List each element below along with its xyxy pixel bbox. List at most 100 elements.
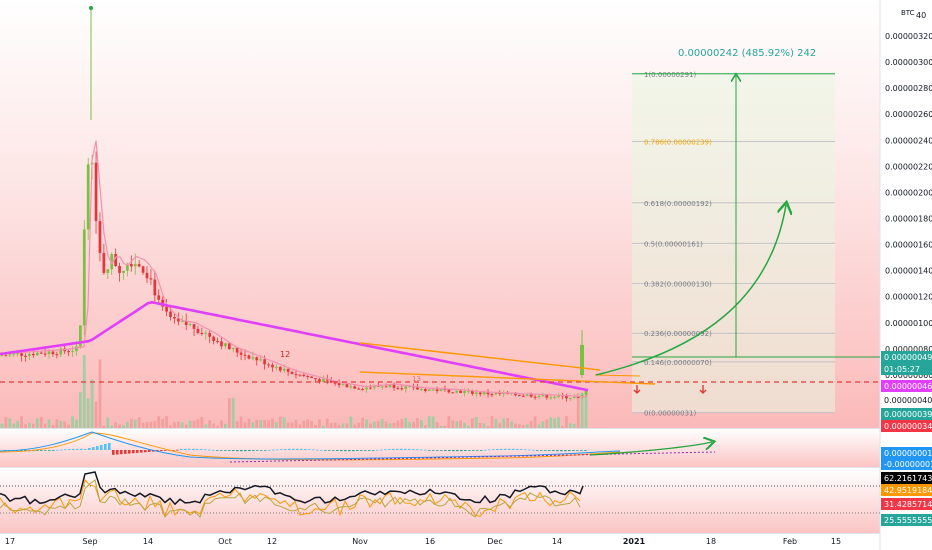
down-arrow <box>699 385 707 394</box>
candle-body <box>71 351 74 353</box>
candle-body <box>282 368 286 371</box>
volume-bar <box>90 379 94 428</box>
volume-bar <box>129 418 133 428</box>
macd-histogram-bar <box>396 448 399 450</box>
rsi-tag-label: 42.95191841 <box>884 486 932 495</box>
volume-bar <box>533 416 537 428</box>
candle-body <box>157 295 161 300</box>
volume-bar <box>557 417 560 428</box>
macd-histogram-bar <box>440 450 443 451</box>
candle-body <box>247 355 251 359</box>
macd-histogram-bar <box>384 449 387 451</box>
macd-histogram-bar <box>244 450 247 452</box>
candle-body <box>525 394 529 396</box>
macd-histogram-bar <box>308 449 311 450</box>
macd-histogram-bar <box>420 449 423 451</box>
fib-level-label: 0.382(0.00000130) <box>644 281 712 289</box>
macd-histogram-bar <box>540 450 543 451</box>
candle-body <box>365 387 368 390</box>
fib-retracement[interactable]: 1(0.00000291) 0.786(0.00000239) 0.618(0.00… <box>632 71 835 418</box>
candle-body <box>208 332 212 337</box>
x-tick-label: 18 <box>706 537 716 546</box>
volume-bar <box>274 422 278 428</box>
macd-histogram-bar <box>4 450 7 451</box>
volume-bar <box>490 416 494 428</box>
volume-bar <box>122 425 125 428</box>
macd-histogram-bar <box>116 450 119 455</box>
volume-bar <box>416 418 419 428</box>
volume-bar <box>169 425 172 428</box>
y-tick-label: 0.00000300 <box>885 58 932 67</box>
volume-bar <box>333 422 337 428</box>
macd-histogram-bar <box>248 450 251 452</box>
volume-bar <box>118 424 121 428</box>
volume-bar <box>341 423 345 428</box>
candle-body <box>278 366 282 371</box>
macd-histogram-bar <box>100 445 103 450</box>
volume-bar <box>467 425 470 428</box>
price-axis[interactable]: 0.00000320 0.00000300 0.00000280 0.00000260… <box>881 32 932 526</box>
macd-histogram-bar <box>36 450 39 452</box>
x-tick-label: 14 <box>552 537 562 546</box>
volume-bar <box>239 416 243 428</box>
macd-histogram-bar <box>48 450 51 451</box>
candle-body <box>51 351 55 355</box>
volume-bar <box>553 418 557 428</box>
price-tag <box>881 380 932 392</box>
volume-bar <box>196 419 200 428</box>
candle-body <box>455 390 459 393</box>
candle-body <box>400 388 404 390</box>
time-axis[interactable]: 17 Sep 14 Oct 12 Nov 16 Dec 14 2021 18 Feb 15 <box>5 537 841 546</box>
macd-histogram-bar <box>148 450 151 452</box>
candle-body <box>325 379 329 381</box>
macd-histogram-bar <box>468 450 471 451</box>
macd-histogram-bar <box>416 449 419 451</box>
volume-bar <box>470 418 474 428</box>
macd-line <box>0 431 621 460</box>
candle-body <box>67 351 70 353</box>
macd-histogram-bar <box>360 450 363 451</box>
macd-histogram-bar <box>232 450 235 452</box>
macd-histogram-bar <box>76 448 79 450</box>
macd-histogram-bar <box>432 450 435 451</box>
candle-body <box>259 359 263 361</box>
candle-body <box>486 392 490 395</box>
macd-histogram-bar <box>544 450 547 451</box>
candle-body <box>333 382 337 384</box>
drawings[interactable]: 12 13 <box>0 74 880 394</box>
candle-body <box>55 354 59 356</box>
x-tick-label: Oct <box>218 537 232 546</box>
rsi-tag <box>881 472 932 484</box>
macd-histogram-bar <box>288 448 291 450</box>
volume-bar <box>439 425 443 428</box>
candle-body <box>118 266 121 273</box>
volume-bar <box>584 393 588 428</box>
volume-bar <box>400 418 404 428</box>
volume-bar <box>298 424 302 428</box>
macd-indicator <box>0 431 715 463</box>
candle-body <box>47 351 51 355</box>
candle-body <box>380 386 384 388</box>
volume-bar <box>0 423 4 428</box>
macd-signal-line <box>0 432 621 461</box>
volume-bar <box>361 417 364 428</box>
candle-body <box>349 386 353 388</box>
candle-body <box>447 389 451 393</box>
volume-bar <box>255 419 259 428</box>
volume-bar <box>318 419 321 428</box>
x-tick-label: Nov <box>352 537 368 546</box>
macd-histogram-bar <box>504 448 507 450</box>
candle-body <box>137 264 141 267</box>
macd-histogram-bar <box>188 448 191 450</box>
candle-body <box>506 393 510 395</box>
candle-body <box>416 386 419 390</box>
volume-bar <box>39 416 43 428</box>
rsi-tag-label: 31.42857143 <box>884 500 932 509</box>
volume-bar <box>192 420 196 428</box>
volume-bar <box>157 416 161 428</box>
macd-histogram-bar <box>96 446 99 450</box>
macd-histogram-bar <box>392 448 395 450</box>
macd-histogram-bar <box>164 450 167 451</box>
macd-histogram-bar <box>204 449 207 451</box>
